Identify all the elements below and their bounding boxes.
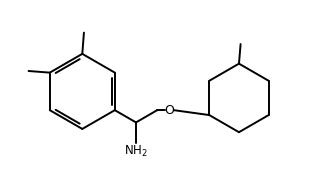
- Text: O: O: [165, 104, 175, 117]
- Text: NH$_2$: NH$_2$: [124, 144, 148, 159]
